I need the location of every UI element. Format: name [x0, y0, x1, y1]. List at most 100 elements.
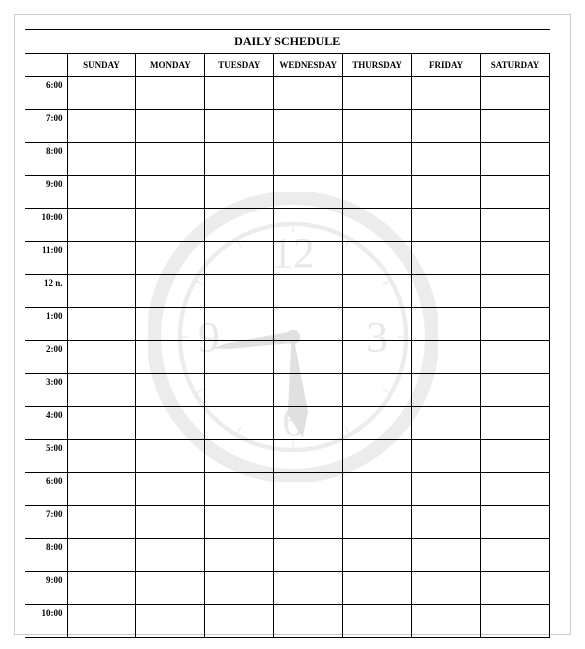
schedule-cell[interactable] [136, 341, 205, 374]
schedule-cell[interactable] [274, 473, 343, 506]
schedule-cell[interactable] [67, 143, 136, 176]
schedule-cell[interactable] [412, 341, 481, 374]
schedule-cell[interactable] [67, 341, 136, 374]
schedule-cell[interactable] [274, 242, 343, 275]
schedule-cell[interactable] [343, 473, 412, 506]
schedule-cell[interactable] [412, 209, 481, 242]
schedule-cell[interactable] [274, 374, 343, 407]
schedule-cell[interactable] [274, 539, 343, 572]
schedule-cell[interactable] [343, 572, 412, 605]
schedule-cell[interactable] [205, 77, 274, 110]
schedule-cell[interactable] [67, 605, 136, 638]
schedule-cell[interactable] [343, 143, 412, 176]
schedule-cell[interactable] [481, 77, 550, 110]
schedule-cell[interactable] [67, 176, 136, 209]
schedule-cell[interactable] [205, 110, 274, 143]
schedule-cell[interactable] [67, 539, 136, 572]
schedule-cell[interactable] [136, 176, 205, 209]
schedule-cell[interactable] [481, 143, 550, 176]
schedule-cell[interactable] [67, 473, 136, 506]
schedule-cell[interactable] [67, 77, 136, 110]
schedule-cell[interactable] [274, 605, 343, 638]
schedule-cell[interactable] [343, 506, 412, 539]
schedule-cell[interactable] [343, 209, 412, 242]
schedule-cell[interactable] [481, 209, 550, 242]
schedule-cell[interactable] [481, 176, 550, 209]
schedule-cell[interactable] [274, 176, 343, 209]
schedule-cell[interactable] [205, 209, 274, 242]
schedule-cell[interactable] [205, 143, 274, 176]
schedule-cell[interactable] [205, 605, 274, 638]
schedule-cell[interactable] [205, 374, 274, 407]
schedule-cell[interactable] [412, 407, 481, 440]
schedule-cell[interactable] [481, 506, 550, 539]
schedule-cell[interactable] [274, 143, 343, 176]
schedule-cell[interactable] [412, 374, 481, 407]
schedule-cell[interactable] [412, 539, 481, 572]
schedule-cell[interactable] [67, 374, 136, 407]
schedule-cell[interactable] [205, 242, 274, 275]
schedule-cell[interactable] [412, 473, 481, 506]
schedule-cell[interactable] [205, 506, 274, 539]
schedule-cell[interactable] [412, 572, 481, 605]
schedule-cell[interactable] [67, 275, 136, 308]
schedule-cell[interactable] [412, 275, 481, 308]
schedule-cell[interactable] [481, 242, 550, 275]
schedule-cell[interactable] [343, 176, 412, 209]
schedule-cell[interactable] [205, 308, 274, 341]
schedule-cell[interactable] [136, 539, 205, 572]
schedule-cell[interactable] [481, 110, 550, 143]
schedule-cell[interactable] [412, 110, 481, 143]
schedule-cell[interactable] [274, 308, 343, 341]
schedule-cell[interactable] [274, 209, 343, 242]
schedule-cell[interactable] [274, 506, 343, 539]
schedule-cell[interactable] [274, 275, 343, 308]
schedule-cell[interactable] [67, 110, 136, 143]
schedule-cell[interactable] [205, 341, 274, 374]
schedule-cell[interactable] [343, 605, 412, 638]
schedule-cell[interactable] [343, 110, 412, 143]
schedule-cell[interactable] [136, 440, 205, 473]
schedule-cell[interactable] [67, 242, 136, 275]
schedule-cell[interactable] [274, 407, 343, 440]
schedule-cell[interactable] [481, 605, 550, 638]
schedule-cell[interactable] [412, 242, 481, 275]
schedule-cell[interactable] [274, 440, 343, 473]
schedule-cell[interactable] [412, 308, 481, 341]
schedule-cell[interactable] [67, 308, 136, 341]
schedule-cell[interactable] [67, 572, 136, 605]
schedule-cell[interactable] [481, 572, 550, 605]
schedule-cell[interactable] [412, 77, 481, 110]
schedule-cell[interactable] [136, 374, 205, 407]
schedule-cell[interactable] [205, 275, 274, 308]
schedule-cell[interactable] [412, 605, 481, 638]
schedule-cell[interactable] [481, 275, 550, 308]
schedule-cell[interactable] [136, 308, 205, 341]
schedule-cell[interactable] [136, 407, 205, 440]
schedule-cell[interactable] [274, 110, 343, 143]
schedule-cell[interactable] [67, 440, 136, 473]
schedule-cell[interactable] [136, 572, 205, 605]
schedule-cell[interactable] [481, 473, 550, 506]
schedule-cell[interactable] [343, 440, 412, 473]
schedule-cell[interactable] [343, 407, 412, 440]
schedule-cell[interactable] [136, 605, 205, 638]
schedule-cell[interactable] [481, 539, 550, 572]
schedule-cell[interactable] [412, 176, 481, 209]
schedule-cell[interactable] [136, 110, 205, 143]
schedule-cell[interactable] [205, 176, 274, 209]
schedule-cell[interactable] [136, 242, 205, 275]
schedule-cell[interactable] [481, 440, 550, 473]
schedule-cell[interactable] [343, 308, 412, 341]
schedule-cell[interactable] [412, 440, 481, 473]
schedule-cell[interactable] [136, 143, 205, 176]
schedule-cell[interactable] [343, 242, 412, 275]
schedule-cell[interactable] [274, 341, 343, 374]
schedule-cell[interactable] [412, 143, 481, 176]
schedule-cell[interactable] [412, 506, 481, 539]
schedule-cell[interactable] [67, 506, 136, 539]
schedule-cell[interactable] [205, 539, 274, 572]
schedule-cell[interactable] [343, 539, 412, 572]
schedule-cell[interactable] [343, 374, 412, 407]
schedule-cell[interactable] [481, 407, 550, 440]
